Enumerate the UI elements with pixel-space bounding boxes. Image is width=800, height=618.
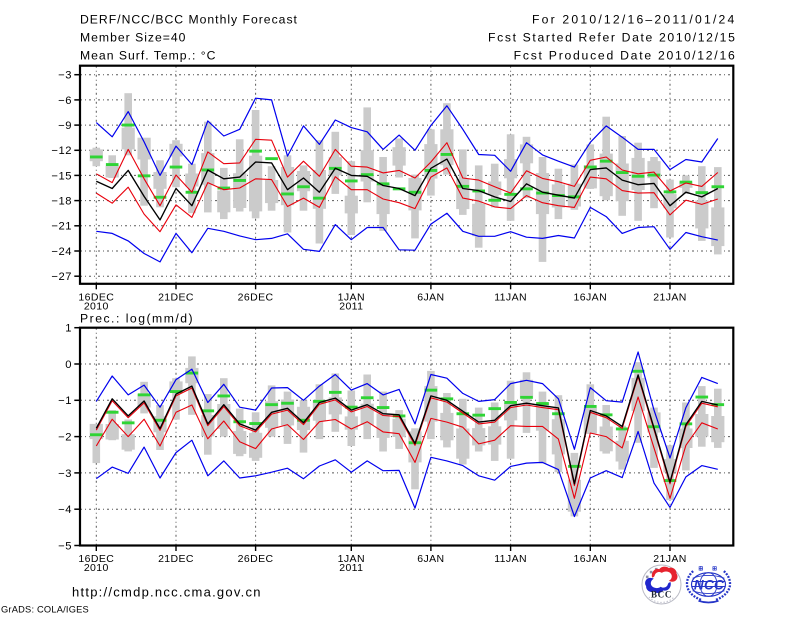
svg-text:−24: −24 bbox=[51, 246, 72, 258]
svg-text:16JAN: 16JAN bbox=[574, 291, 608, 303]
svg-text:0: 0 bbox=[65, 359, 72, 371]
svg-text:2010: 2010 bbox=[84, 562, 109, 574]
svg-text:6JAN: 6JAN bbox=[417, 553, 444, 565]
svg-text:21DEC: 21DEC bbox=[158, 553, 194, 565]
svg-text:Fcst Produced Date 2010/12/16: Fcst Produced Date 2010/12/16 bbox=[514, 49, 737, 63]
svg-text:16DEC: 16DEC bbox=[78, 553, 114, 565]
svg-text:21DEC: 21DEC bbox=[158, 291, 194, 303]
svg-text:1JAN: 1JAN bbox=[338, 291, 365, 303]
svg-text:1: 1 bbox=[65, 323, 72, 335]
svg-text:11JAN: 11JAN bbox=[494, 291, 527, 303]
svg-text:For 2010/12/16–2011/01/24: For 2010/12/16–2011/01/24 bbox=[532, 13, 737, 27]
svg-text:Member Size=40: Member Size=40 bbox=[80, 31, 186, 45]
svg-text:−6: −6 bbox=[58, 95, 72, 107]
svg-text:2011: 2011 bbox=[339, 300, 363, 312]
svg-text:−9: −9 bbox=[58, 120, 72, 132]
svg-text:−12: −12 bbox=[51, 145, 72, 157]
svg-text:−15: −15 bbox=[51, 170, 72, 182]
svg-text:DERF/NCC/BCC Monthly Forecast: DERF/NCC/BCC Monthly Forecast bbox=[80, 13, 298, 27]
svg-text:16DEC: 16DEC bbox=[78, 291, 114, 303]
svg-text:11JAN: 11JAN bbox=[494, 553, 527, 565]
svg-text:2011: 2011 bbox=[339, 562, 363, 574]
svg-text:21JAN: 21JAN bbox=[653, 553, 687, 565]
svg-text:6JAN: 6JAN bbox=[417, 291, 444, 303]
svg-text:Fcst Started Refer Date 2010/1: Fcst Started Refer Date 2010/12/15 bbox=[488, 31, 737, 45]
svg-text:BCC: BCC bbox=[651, 590, 672, 600]
svg-text:1JAN: 1JAN bbox=[338, 553, 365, 565]
svg-text:Prec.: log(mm/d): Prec.: log(mm/d) bbox=[80, 312, 194, 326]
svg-text:GrADS: COLA/IGES: GrADS: COLA/IGES bbox=[1, 605, 89, 615]
svg-text:Mean Surf. Temp.: °C: Mean Surf. Temp.: °C bbox=[80, 49, 216, 63]
svg-text:−1: −1 bbox=[58, 395, 72, 407]
svg-text:−3: −3 bbox=[58, 70, 72, 82]
svg-text:−18: −18 bbox=[51, 196, 72, 208]
svg-text:2010: 2010 bbox=[84, 300, 109, 312]
svg-text:26DEC: 26DEC bbox=[238, 291, 274, 303]
svg-text:21JAN: 21JAN bbox=[653, 291, 687, 303]
svg-text:−2: −2 bbox=[58, 432, 72, 444]
svg-text:16JAN: 16JAN bbox=[574, 553, 608, 565]
svg-text:http://cmdp.ncc.cma.gov.cn: http://cmdp.ncc.cma.gov.cn bbox=[72, 585, 262, 600]
svg-text:−21: −21 bbox=[51, 221, 72, 233]
svg-text:−3: −3 bbox=[58, 468, 72, 480]
svg-text:−5: −5 bbox=[58, 540, 72, 552]
svg-text:NCC: NCC bbox=[694, 578, 724, 593]
svg-text:26DEC: 26DEC bbox=[238, 553, 274, 565]
svg-text:−27: −27 bbox=[51, 271, 72, 283]
svg-text:−4: −4 bbox=[58, 504, 72, 516]
